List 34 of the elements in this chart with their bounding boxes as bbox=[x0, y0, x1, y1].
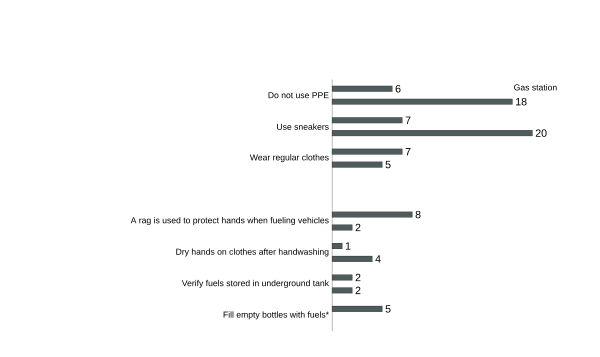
data-label: 7 bbox=[406, 116, 410, 124]
y-tick-label: Use sneakers bbox=[277, 123, 329, 130]
data-label: 4 bbox=[375, 255, 381, 262]
bar bbox=[332, 224, 352, 230]
data-label: 8 bbox=[416, 210, 421, 218]
data-label: 2 bbox=[356, 286, 360, 294]
data-label: 5 bbox=[386, 160, 391, 168]
y-tick-label: Do not use PPE bbox=[268, 92, 329, 98]
y-tick-label: Fill empty bottles with fuels* bbox=[224, 311, 329, 320]
data-label: 20 bbox=[536, 129, 547, 137]
bar bbox=[332, 98, 513, 105]
data-label: 18 bbox=[516, 98, 527, 106]
data-label: 2 bbox=[356, 224, 360, 232]
data-label: 5 bbox=[386, 305, 391, 313]
y-tick-label: Dry hands on clothes after handwashing bbox=[176, 248, 328, 256]
bar bbox=[332, 148, 402, 155]
data-label: 7 bbox=[406, 148, 410, 156]
annotation: Gas station bbox=[514, 84, 557, 90]
bar bbox=[332, 256, 372, 262]
bar bbox=[332, 212, 412, 218]
data-label: 6 bbox=[396, 84, 401, 92]
bar bbox=[332, 162, 382, 168]
bar bbox=[332, 306, 382, 312]
data-label: 2 bbox=[356, 274, 360, 282]
bar bbox=[332, 274, 352, 280]
y-tick-label: Verify fuels stored in underground tank bbox=[182, 280, 329, 288]
bar bbox=[332, 242, 342, 249]
y-tick-label: A rag is used to protect hands when fueling vehicles bbox=[130, 216, 329, 225]
bar bbox=[332, 117, 402, 124]
data-label: 1 bbox=[346, 242, 350, 250]
bar bbox=[332, 130, 533, 136]
y-tick-label: Wear regular clothes bbox=[250, 154, 329, 162]
bar bbox=[332, 86, 392, 92]
bar bbox=[332, 287, 352, 294]
